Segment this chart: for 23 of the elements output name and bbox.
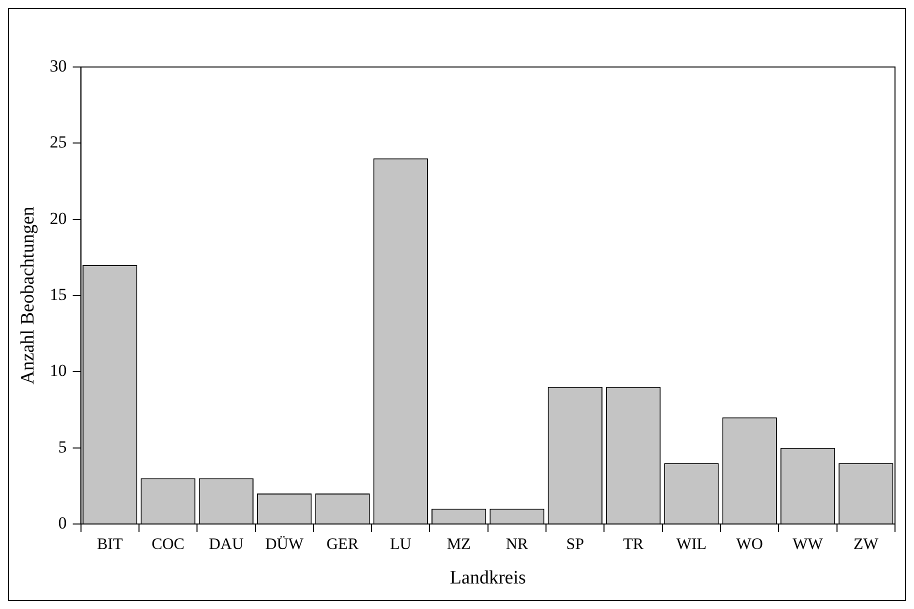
x-tick-label: ZW: [853, 536, 880, 553]
x-tick-label: DÜW: [265, 536, 304, 553]
x-tick-label: MZ: [446, 536, 471, 553]
x-tick-label: COC: [152, 536, 184, 553]
y-tick-label: 25: [50, 132, 67, 152]
x-tick-label: BIT: [96, 536, 123, 553]
y-tick-label: 15: [50, 284, 67, 304]
x-axis-title: Landkreis: [450, 568, 526, 589]
y-tick-label: 30: [50, 56, 67, 76]
x-tick-label: NR: [506, 536, 528, 553]
x-tick-label: TR: [623, 536, 644, 553]
x-tick-label: WO: [736, 536, 763, 553]
x-tick-label: WW: [792, 536, 824, 553]
x-tick-label: LU: [390, 536, 412, 553]
x-tick-label: WIL: [676, 536, 707, 553]
y-tick-label: 20: [50, 208, 67, 228]
y-tick-label: 5: [58, 437, 67, 456]
y-axis-title: Anzahl Beobachtungen: [17, 206, 38, 384]
x-tick-label: DAU: [208, 536, 244, 553]
x-tick-label: GER: [326, 536, 359, 553]
y-tick-label: 0: [58, 513, 67, 532]
y-tick-label: 10: [50, 361, 67, 380]
x-tick-label: SP: [566, 536, 584, 553]
